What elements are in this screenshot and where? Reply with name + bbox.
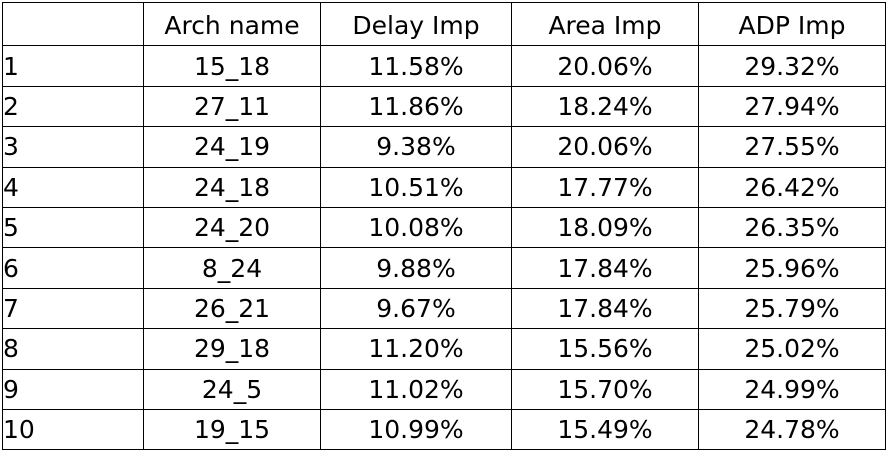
table-cell[interactable]: 15.70% <box>511 368 699 410</box>
table-cell[interactable]: 9.67% <box>320 287 512 330</box>
table-cell[interactable]: 10.08% <box>320 206 512 249</box>
row-index-cell[interactable]: 6 <box>2 247 144 289</box>
table-cell[interactable]: 26.35% <box>698 206 886 249</box>
table-cell[interactable]: 24_20 <box>143 206 321 249</box>
table-cell[interactable]: 8_24 <box>143 247 321 289</box>
table-cell[interactable]: 17.77% <box>511 166 699 208</box>
table-cell[interactable]: 15.56% <box>511 328 699 370</box>
table-cell[interactable]: 17.84% <box>511 247 699 289</box>
header-row: Arch name Delay Imp Area Imp ADP Imp <box>2 1 886 47</box>
table-cell[interactable]: 18.09% <box>511 206 699 249</box>
row-index-cell[interactable]: 8 <box>2 328 144 370</box>
table-cell[interactable]: 26_21 <box>143 287 321 330</box>
table-cell[interactable]: 24.78% <box>698 408 886 451</box>
results-table-body: Arch name Delay Imp Area Imp ADP Imp 1 15_18 1… <box>2 1 886 451</box>
row-index-cell[interactable]: 7 <box>2 287 144 330</box>
table-cell[interactable]: 26.42% <box>698 166 886 208</box>
table-cell[interactable]: 9.38% <box>320 126 512 168</box>
table-cell[interactable]: 11.58% <box>320 45 512 87</box>
table-cell[interactable]: 27.55% <box>698 126 886 168</box>
header-cell-index[interactable] <box>2 1 144 47</box>
table-cell[interactable]: 27_11 <box>143 85 321 128</box>
row-index-cell[interactable]: 3 <box>2 126 144 168</box>
table-cell[interactable]: 17.84% <box>511 287 699 330</box>
table-row: 6 8_24 9.88% 17.84% 25.96% <box>2 247 886 289</box>
row-index-cell[interactable]: 1 <box>2 45 144 87</box>
table-cell[interactable]: 18.24% <box>511 85 699 128</box>
table-row: 5 24_20 10.08% 18.09% 26.35% <box>2 206 886 249</box>
table-cell[interactable]: 15_18 <box>143 45 321 87</box>
table-row: 8 29_18 11.20% 15.56% 25.02% <box>2 328 886 370</box>
table-cell[interactable]: 10.99% <box>320 408 512 451</box>
table-cell[interactable]: 20.06% <box>511 45 699 87</box>
table-row: 10 19_15 10.99% 15.49% 24.78% <box>2 408 886 451</box>
table-cell[interactable]: 24_18 <box>143 166 321 208</box>
header-cell-4[interactable]: ADP Imp <box>698 1 886 47</box>
table-cell[interactable]: 25.79% <box>698 287 886 330</box>
table-row: 9 24_5 11.02% 15.70% 24.99% <box>2 368 886 410</box>
table-cell[interactable]: 20.06% <box>511 126 699 168</box>
table-cell[interactable]: 27.94% <box>698 85 886 128</box>
row-index-cell[interactable]: 5 <box>2 206 144 249</box>
table-cell[interactable]: 24_19 <box>143 126 321 168</box>
row-index-cell[interactable]: 2 <box>2 85 144 128</box>
table-cell[interactable]: 25.02% <box>698 328 886 370</box>
table-row: 1 15_18 11.58% 20.06% 29.32% <box>2 45 886 87</box>
header-cell-1[interactable]: Arch name <box>143 1 321 47</box>
table-cell[interactable]: 11.20% <box>320 328 512 370</box>
table-cell[interactable]: 29_18 <box>143 328 321 370</box>
row-index-cell[interactable]: 4 <box>2 166 144 208</box>
table-cell[interactable]: 9.88% <box>320 247 512 289</box>
table-cell[interactable]: 15.49% <box>511 408 699 451</box>
table-cell[interactable]: 24_5 <box>143 368 321 410</box>
table-row: 3 24_19 9.38% 20.06% 27.55% <box>2 126 886 168</box>
results-table: Arch name Delay Imp Area Imp ADP Imp 1 15_18 1… <box>2 1 886 451</box>
table-cell[interactable]: 25.96% <box>698 247 886 289</box>
table-row: 2 27_11 11.86% 18.24% 27.94% <box>2 85 886 128</box>
header-cell-2[interactable]: Delay Imp <box>320 1 512 47</box>
table-cell[interactable]: 10.51% <box>320 166 512 208</box>
table-row: 7 26_21 9.67% 17.84% 25.79% <box>2 287 886 330</box>
table-cell[interactable]: 29.32% <box>698 45 886 87</box>
table-row: 4 24_18 10.51% 17.77% 26.42% <box>2 166 886 208</box>
header-cell-3[interactable]: Area Imp <box>511 1 699 47</box>
table-cell[interactable]: 24.99% <box>698 368 886 410</box>
table-cell[interactable]: 19_15 <box>143 408 321 451</box>
row-index-cell[interactable]: 10 <box>2 408 144 451</box>
row-index-cell[interactable]: 9 <box>2 368 144 410</box>
table-cell[interactable]: 11.86% <box>320 85 512 128</box>
table-cell[interactable]: 11.02% <box>320 368 512 410</box>
